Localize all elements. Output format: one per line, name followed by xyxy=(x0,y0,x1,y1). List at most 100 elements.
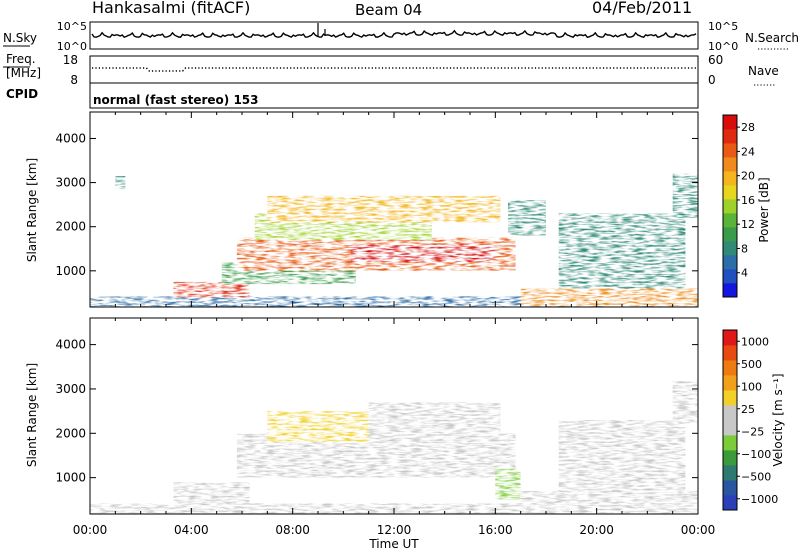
velocity-echo-region-5 xyxy=(495,468,521,500)
colorbar-tick-label: 1000 xyxy=(741,335,769,348)
y-tick-label: 3000 xyxy=(55,382,86,396)
freq-left-label-1: Freq. xyxy=(6,52,36,66)
nave-label: Nave xyxy=(748,64,779,78)
velocity-echo-region-4 xyxy=(368,402,501,434)
freq-panel: Freq. [MHz] 18 8 60 0 Nave xyxy=(3,52,779,87)
colorbar-swatch xyxy=(723,171,737,186)
freq-left-label-2: [MHz] xyxy=(6,66,41,80)
colorbar-swatch xyxy=(723,375,737,391)
x-axis-title: Time UT xyxy=(368,537,419,551)
y-tick-label: 1000 xyxy=(55,264,86,278)
colorbar-tick-label: −100 xyxy=(741,448,771,461)
colorbar-tick-label: 4 xyxy=(741,267,748,280)
colorbar-swatch xyxy=(723,255,737,270)
freq-right-tick-bottom: 0 xyxy=(708,73,716,87)
power-plot-area xyxy=(90,173,698,307)
noise-right-tick-bottom: 10^0 xyxy=(708,40,738,53)
x-axis: 00:00 04:00 08:00 12:00 16:00 20:00 00:00 xyxy=(73,523,716,537)
noise-panel-frame xyxy=(89,21,699,50)
colorbar-tick-label: 24 xyxy=(741,145,755,158)
y-tick-label: 1000 xyxy=(55,471,86,485)
colorbar-swatch xyxy=(723,360,737,376)
colorbar-swatch xyxy=(723,199,737,214)
power-echo-region-6 xyxy=(267,195,501,223)
power-echo-region-8 xyxy=(508,200,546,236)
power-y-axis-label: Slant Range [km] xyxy=(25,158,39,262)
cpid-text: normal (fast stereo) 153 xyxy=(93,93,259,107)
power-echo-region-7 xyxy=(350,244,496,262)
colorbar-swatch xyxy=(723,450,737,466)
power-colorbar: 4 8 12 16 20 24 28 xyxy=(722,114,755,298)
freq-dotted-line xyxy=(92,67,696,72)
power-panel: 1000 2000 3000 4000 Slant Range [km] 4 8 12 16… xyxy=(25,111,771,308)
freq-left-tick-top: 18 xyxy=(63,53,78,67)
colorbar-swatch xyxy=(723,227,737,242)
power-colorbar-label: Power [dB] xyxy=(757,177,771,242)
velocity-colorbar-label: Velocity [m s⁻¹] xyxy=(771,373,785,466)
y-tick-label: 3000 xyxy=(55,176,86,190)
colorbar-swatch xyxy=(723,495,737,511)
colorbar-tick-label: −500 xyxy=(741,470,771,483)
colorbar-swatch xyxy=(723,420,737,436)
noise-left-label: N.Sky xyxy=(3,31,37,45)
noise-left-tick-bottom: 10^0 xyxy=(57,40,87,53)
colorbar-tick-label: 8 xyxy=(741,242,748,255)
velocity-echo-region-7 xyxy=(558,420,686,491)
colorbar-swatch xyxy=(723,283,737,298)
power-echo-region-2 xyxy=(173,281,250,298)
y-tick-label: 4000 xyxy=(55,131,86,145)
velocity-echo-region-6 xyxy=(520,490,698,514)
power-echo-region-11 xyxy=(672,173,698,218)
colorbar-frame xyxy=(722,114,738,298)
colorbar-swatch xyxy=(723,330,737,346)
velocity-echo-region-8 xyxy=(672,380,698,425)
date-label: 04/Feb/2011 xyxy=(592,0,692,17)
velocity-axes: 1000 2000 3000 4000 xyxy=(55,318,699,514)
colorbar-swatch xyxy=(723,157,737,172)
cpid-panel-frame xyxy=(89,82,699,109)
colorbar-swatch xyxy=(723,143,737,158)
colorbar-tick-label: 16 xyxy=(741,194,755,207)
x-tick-label: 00:00 xyxy=(73,523,108,537)
colorbar-tick-label: −1000 xyxy=(741,493,778,506)
x-tick-label: 12:00 xyxy=(377,523,412,537)
freq-panel-frame xyxy=(89,55,699,84)
noise-right-label: N.Search xyxy=(745,31,799,45)
x-tick-label: 00:00 xyxy=(681,523,716,537)
velocity-plot-area xyxy=(90,380,698,514)
y-tick-label: 2000 xyxy=(55,220,86,234)
x-tick-label: 04:00 xyxy=(174,523,209,537)
freq-right-tick-top: 60 xyxy=(708,53,723,67)
x-tick-label: 20:00 xyxy=(579,523,614,537)
colorbar-tick-label: 25 xyxy=(741,403,755,416)
colorbar-swatch xyxy=(723,465,737,481)
power-echo-region-10 xyxy=(558,213,686,289)
colorbar-swatch xyxy=(723,185,737,200)
cpid-label: CPID xyxy=(6,87,38,101)
velocity-y-axis-label: Slant Range [km] xyxy=(25,363,39,467)
noise-left-tick-top: 10^5 xyxy=(57,20,87,33)
power-echo-region-1 xyxy=(115,176,126,190)
power-axes: 1000 2000 3000 4000 xyxy=(55,112,699,307)
colorbar-swatch xyxy=(723,435,737,451)
power-echo-region-9 xyxy=(520,288,698,307)
colorbar-swatch xyxy=(723,129,737,144)
colorbar-tick-label: 28 xyxy=(741,121,755,134)
colorbar-swatch xyxy=(723,480,737,496)
colorbar-swatch xyxy=(723,390,737,406)
colorbar-swatch xyxy=(723,345,737,361)
y-tick-label: 4000 xyxy=(55,338,86,352)
noise-right-tick-top: 10^5 xyxy=(708,20,738,33)
freq-left-tick-bottom: 8 xyxy=(70,73,78,87)
beam-label: Beam 04 xyxy=(355,1,422,19)
velocity-colorbar: 1000 500 100 25 −25 −100 −500 −1000 xyxy=(722,329,778,511)
colorbar-swatch xyxy=(723,269,737,284)
x-tick-label: 16:00 xyxy=(478,523,513,537)
colorbar-tick-label: 20 xyxy=(741,170,755,183)
noise-panel: N.Sky 10^5 10^0 10^5 10^0 N.Search xyxy=(3,20,799,53)
noise-sky-line xyxy=(91,29,697,39)
x-tick-label: 08:00 xyxy=(275,523,310,537)
colorbar-swatch xyxy=(723,405,737,421)
colorbar-tick-label: 500 xyxy=(741,358,762,371)
cpid-panel: CPID normal (fast stereo) 153 xyxy=(6,82,699,109)
